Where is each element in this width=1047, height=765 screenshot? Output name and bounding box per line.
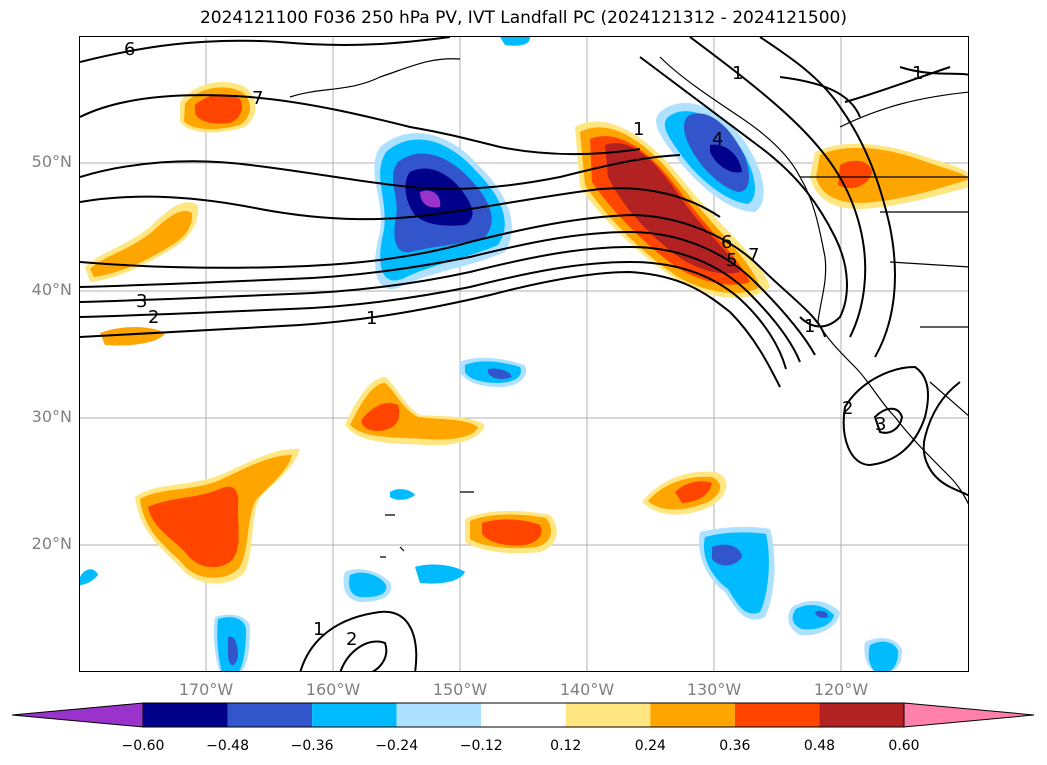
- colorbar-tick-label: −0.48: [206, 738, 249, 754]
- map-title: 2024121100 F036 250 hPa PV, IVT Landfall…: [199, 8, 847, 28]
- lat-label-30n: 30°N: [31, 407, 72, 426]
- contour-labels: 6 7 3 2 1 1 1 1 4 5 6 7 1 2 3 1 2: [124, 39, 923, 650]
- colorbar-tick-label: 0.48: [803, 738, 836, 754]
- contour-label: 1: [633, 119, 644, 140]
- colorbar-extend-low: [11, 702, 144, 728]
- contour-label: 2: [346, 629, 357, 650]
- contour-label: 2: [148, 307, 159, 328]
- colorbar-segment: [734, 703, 820, 727]
- lon-label-170w: 170°W: [178, 680, 234, 699]
- pv-filled-regions: [80, 37, 968, 671]
- contour-label: 3: [875, 414, 886, 435]
- colorbar-tick-label: 0.12: [550, 738, 582, 754]
- colorbar-tick-label: 0.36: [719, 738, 751, 754]
- lon-label-120w: 120°W: [813, 680, 869, 699]
- lon-label-150w: 150°W: [432, 680, 488, 699]
- coastlines: [289, 56, 968, 558]
- colorbar-segment: [650, 703, 735, 727]
- contour-label: 1: [804, 316, 815, 337]
- contour-label: 7: [252, 88, 263, 109]
- colorbar-extend-high: [903, 702, 1035, 728]
- colorbar-tick-label: 0.60: [888, 738, 920, 754]
- contour-label: 6: [721, 232, 732, 253]
- colorbar-tick-label: 0.24: [634, 738, 666, 754]
- contour-label: 4: [712, 129, 723, 150]
- colorbar-segment: [143, 703, 228, 727]
- lat-label-20n: 20°N: [31, 534, 72, 553]
- map-panel: 6 7 3 2 1 1 1 1 4 5 6 7 1 2 3 1 2: [79, 36, 969, 672]
- colorbar-tick-label: −0.60: [121, 738, 165, 754]
- contour-label: 1: [912, 63, 923, 84]
- lon-label-160w: 160°W: [305, 680, 361, 699]
- contour-label: 2: [842, 398, 853, 419]
- lat-label-40n: 40°N: [31, 280, 72, 299]
- contour-label: 3: [136, 291, 147, 312]
- contour-label: 1: [313, 619, 324, 640]
- lon-label-140w: 140°W: [559, 680, 615, 699]
- contour-label: 6: [124, 39, 135, 60]
- colorbar-segment: [565, 703, 651, 727]
- lon-label-130w: 130°W: [686, 680, 742, 699]
- colorbar-segment: [481, 703, 566, 727]
- contour-label: 1: [732, 63, 743, 84]
- map-canvas: 6 7 3 2 1 1 1 1 4 5 6 7 1 2 3 1 2: [80, 37, 968, 671]
- colorbar-segment: [312, 703, 397, 727]
- lat-label-50n: 50°N: [31, 152, 72, 171]
- colorbar-segment: [227, 703, 313, 727]
- colorbar-tick-label: −0.12: [459, 738, 503, 754]
- colorbar-tick-label: −0.36: [290, 738, 334, 754]
- pv-contours: [80, 37, 968, 671]
- colorbar-segment: [819, 703, 904, 727]
- contour-label: 5: [726, 250, 737, 271]
- colorbar-tick-label: −0.24: [375, 738, 419, 754]
- colorbar: [11, 702, 1035, 728]
- contour-label: 7: [748, 245, 759, 266]
- colorbar-segment: [396, 703, 482, 727]
- contour-label: 1: [366, 308, 377, 329]
